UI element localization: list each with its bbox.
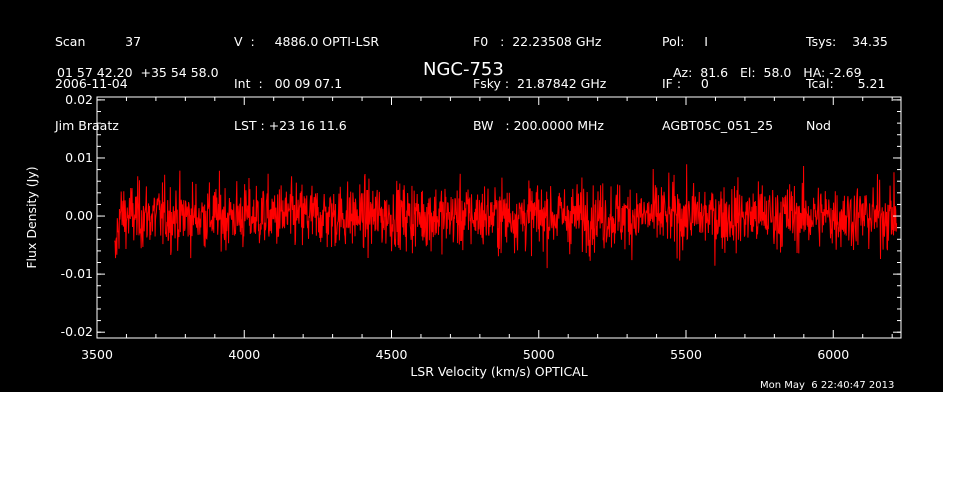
y-tick-label: -0.02 [61, 324, 93, 339]
header-project: AGBT05C_051_25 [662, 118, 774, 133]
header-col3: F0 : 22.23508 GHz Fsky : 21.87842 GHz BW… [473, 7, 606, 161]
header-coordinates: 01 57 42.20 +35 54 58.0 [57, 65, 219, 80]
header-azel: Az: 81.6 El: 58.0 HA: -2.69 [673, 65, 862, 80]
plot-panel: Scan 37 2006-11-04 Jim Braatz V : 4886.0… [0, 0, 943, 392]
header-tsys: Tsys: 34.35 [806, 34, 888, 49]
x-tick-label: 6000 [817, 347, 849, 362]
header-col4: Pol: I IF : 0 AGBT05C_051_25 [662, 7, 773, 161]
header-observer: Jim Braatz [55, 118, 119, 133]
y-tick-label: 0.02 [65, 92, 93, 107]
header-velocity: V : 4886.0 OPTI-LSR [234, 34, 380, 49]
y-tick-label: -0.01 [61, 266, 93, 281]
spectrum-line [114, 164, 898, 269]
header-col5: Tsys: 34.35 Tcal: 5.21 Nod [806, 7, 888, 161]
header-pol: Pol: I [662, 34, 708, 49]
x-tick-label: 3500 [81, 347, 113, 362]
source-title: NGC-753 [423, 59, 504, 80]
x-tick-label: 4500 [376, 347, 408, 362]
header-col1: Scan 37 2006-11-04 Jim Braatz [55, 7, 141, 161]
header-scan: Scan 37 [55, 34, 142, 49]
timestamp: Mon May 6 22:40:47 2013 [760, 380, 895, 391]
header-bw: BW : 200.0000 MHz [473, 118, 604, 133]
y-tick-label: 0.00 [65, 208, 93, 223]
x-tick-label: 5000 [523, 347, 555, 362]
x-tick-label: 5500 [670, 347, 702, 362]
y-tick-label: 0.01 [65, 150, 93, 165]
spectrum-trace-group [114, 164, 898, 269]
x-axis-label: LSR Velocity (km/s) OPTICAL [410, 364, 587, 379]
header-date: 2006-11-04 [55, 76, 128, 91]
plot-frame [96, 96, 902, 339]
header-if: IF : 0 [662, 76, 709, 91]
header-col2: V : 4886.0 OPTI-LSR Int : 00 09 07.1 LST… [234, 7, 379, 161]
x-tick-label: 4000 [228, 347, 260, 362]
header-fsky: Fsky : 21.87842 GHz [473, 76, 607, 91]
header-integration: Int : 00 09 07.1 [234, 76, 343, 91]
axes-group: 3500 4000 4500 5000 5500 6000 -0.02 -0.01 0.00 0.… [61, 92, 902, 362]
header-f0: F0 : 22.23508 GHz [473, 34, 602, 49]
spectrum-chart: 3500 4000 4500 5000 5500 6000 -0.02 -0.01 0.00 0.… [24, 92, 902, 379]
header-lst: LST : +23 16 11.6 [234, 118, 347, 133]
header-tcal: Tcal: 5.21 [806, 76, 886, 91]
header-procedure: Nod [806, 118, 831, 133]
y-axis-label: Flux Density (Jy) [24, 166, 39, 268]
